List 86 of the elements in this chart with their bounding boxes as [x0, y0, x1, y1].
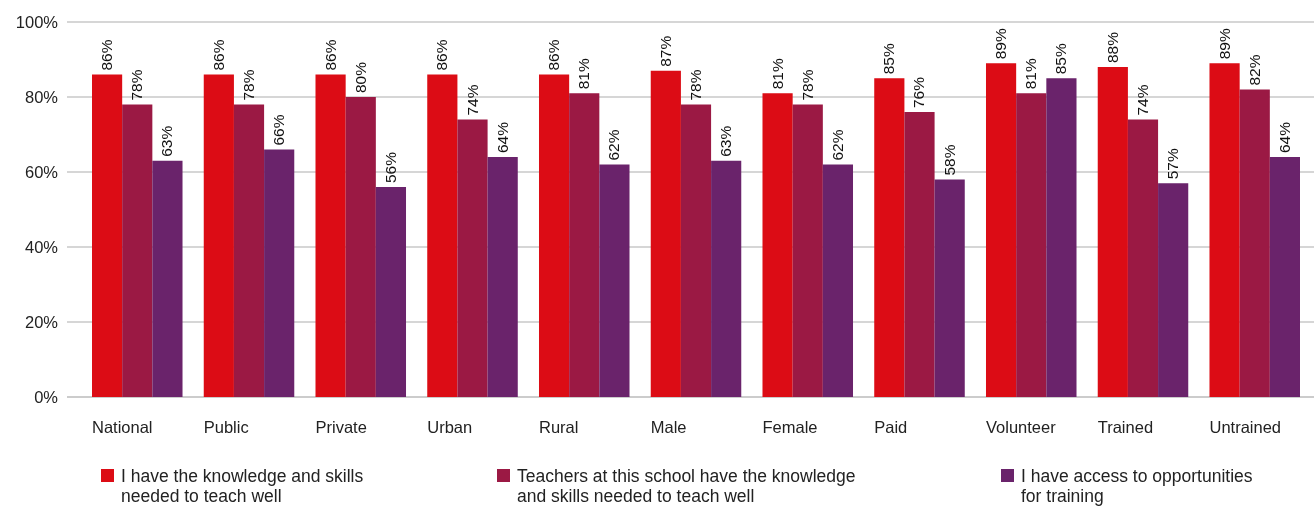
bar: [934, 179, 965, 397]
bar: [650, 70, 681, 397]
bar: [1097, 67, 1128, 397]
data-label: 80%: [351, 61, 369, 93]
data-label: 56%: [381, 151, 399, 183]
y-tick-label: 0%: [34, 387, 59, 406]
bar: [457, 119, 488, 397]
data-label: 62%: [828, 129, 846, 161]
x-tick-label: Rural: [538, 418, 579, 436]
data-label: 85%: [880, 43, 898, 75]
bar: [599, 164, 630, 397]
y-tick-label: 40%: [24, 237, 59, 256]
data-label: 64%: [493, 121, 511, 153]
bar: [538, 74, 570, 397]
bar: [762, 93, 793, 397]
y-tick-label: 100%: [15, 12, 59, 31]
data-label: 62%: [605, 129, 623, 161]
data-label: 64%: [1275, 121, 1293, 153]
bar: [874, 78, 905, 397]
x-tick-label: Volunteer: [985, 418, 1057, 436]
x-tick-label: Trained: [1097, 418, 1154, 436]
bar: [233, 104, 265, 397]
bar: [985, 63, 1017, 397]
legend-label: I have the knowledge and skills needed to teach well: [121, 466, 364, 506]
bar: [122, 104, 153, 397]
data-label: 66%: [270, 114, 288, 146]
y-tick-label: 20%: [24, 312, 59, 331]
x-tick-label: Male: [650, 418, 687, 436]
x-tick-label: Female: [762, 418, 818, 436]
data-label: 57%: [1164, 148, 1182, 180]
legend-label: I have access to opportunities for training: [1021, 466, 1253, 506]
data-label: 78%: [687, 69, 704, 101]
data-label: 82%: [1245, 54, 1263, 86]
data-label: 78%: [798, 69, 816, 101]
bar: [1239, 89, 1270, 397]
data-label: 89%: [992, 28, 1010, 60]
data-label: 78%: [240, 69, 258, 101]
x-tick-label: National: [92, 418, 153, 436]
bar: [822, 164, 854, 397]
data-label: 63%: [717, 125, 735, 157]
bar: [569, 93, 600, 397]
data-label: 89%: [1215, 28, 1233, 60]
data-label: 81%: [1022, 58, 1040, 90]
data-label: 81%: [768, 58, 786, 90]
data-label: 86%: [321, 39, 339, 71]
y-tick-label: 80%: [24, 87, 59, 106]
bar: [680, 104, 712, 397]
bar: [92, 74, 123, 397]
bar: [792, 104, 823, 397]
legend-label: Teachers at this school have the knowledge and skills needed to teach well: [517, 466, 856, 506]
data-label: 88%: [1103, 31, 1121, 63]
x-tick-label: Paid: [874, 418, 908, 436]
data-label: 85%: [1052, 43, 1070, 75]
x-tick-label: Private: [315, 418, 367, 436]
data-label: 81%: [575, 58, 593, 90]
bar: [1158, 183, 1189, 397]
bar: [315, 74, 346, 397]
data-label: 63%: [158, 125, 176, 157]
bar: [487, 157, 518, 397]
bar: [375, 187, 407, 397]
bar: [345, 97, 376, 397]
data-label: 74%: [463, 84, 481, 116]
bar: [152, 160, 183, 397]
bar: [427, 74, 458, 397]
data-label: 58%: [940, 144, 958, 176]
bar: [711, 160, 742, 397]
data-label: 78%: [128, 69, 146, 101]
x-tick-label: Public: [203, 418, 249, 436]
bar: [203, 74, 234, 397]
y-tick-label: 60%: [24, 162, 59, 181]
x-tick-label: Untrained: [1209, 418, 1282, 436]
data-label: 86%: [209, 39, 227, 71]
x-tick-label: Urban: [427, 418, 473, 436]
data-label: 76%: [910, 76, 928, 108]
bar: [1127, 119, 1159, 397]
bar: [904, 112, 935, 397]
bar: [1016, 93, 1047, 397]
bar: [1269, 157, 1300, 397]
bar: [1046, 78, 1077, 397]
bar: [1209, 63, 1240, 397]
bar: [264, 149, 295, 397]
data-label: 86%: [545, 39, 563, 71]
data-label: 74%: [1133, 84, 1151, 116]
data-label: 87%: [656, 35, 674, 67]
data-label: 86%: [433, 39, 451, 71]
data-label: 86%: [98, 39, 116, 71]
